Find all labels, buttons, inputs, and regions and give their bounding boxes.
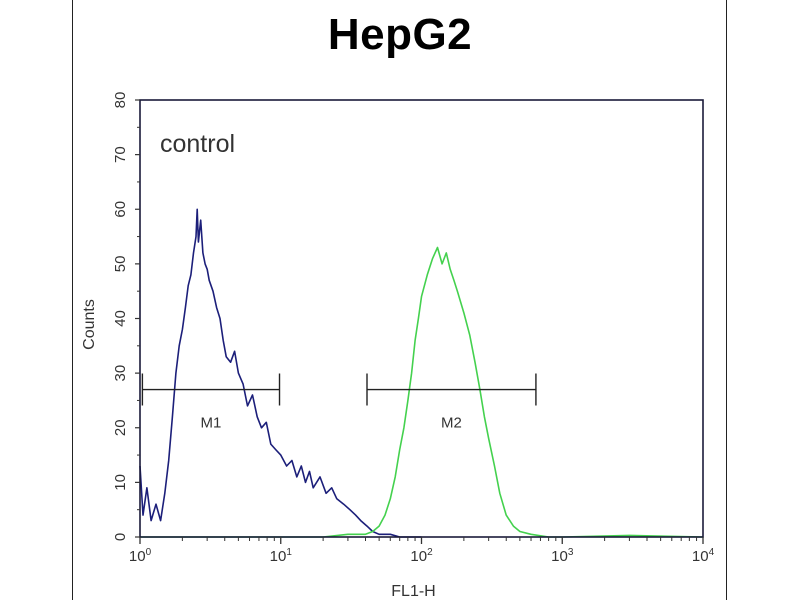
y-tick-label: 50: [112, 256, 129, 273]
y-tick-label: 70: [112, 146, 129, 163]
y-tick-label: 40: [112, 310, 129, 327]
x-tick-label: 101: [270, 547, 293, 565]
x-tick-label: 104: [692, 547, 715, 565]
y-tick-label: 20: [112, 419, 129, 436]
x-tick-label: 102: [410, 547, 433, 565]
y-tick-label: 60: [112, 201, 129, 218]
control-annotation: control: [160, 130, 235, 158]
plot-area-border: [139, 99, 704, 538]
y-tick-label: 0: [112, 533, 129, 541]
x-tick-label: 100: [129, 547, 152, 565]
y-axis-label: Counts: [81, 299, 98, 350]
histogram-series-2: [140, 246, 704, 538]
histogram-series-1: [139, 208, 422, 538]
y-tick-label: 80: [112, 92, 129, 109]
chart-frame: [72, 0, 727, 600]
y-tick-label: 10: [112, 474, 129, 491]
chart-title: HepG2: [327, 10, 473, 59]
y-tick-label: 30: [112, 365, 129, 382]
marker-label-m1: M1: [201, 415, 222, 432]
marker-label-m2: M2: [441, 415, 462, 432]
x-tick-label: 103: [551, 547, 574, 565]
x-axis-label: FL1-H: [391, 583, 435, 600]
